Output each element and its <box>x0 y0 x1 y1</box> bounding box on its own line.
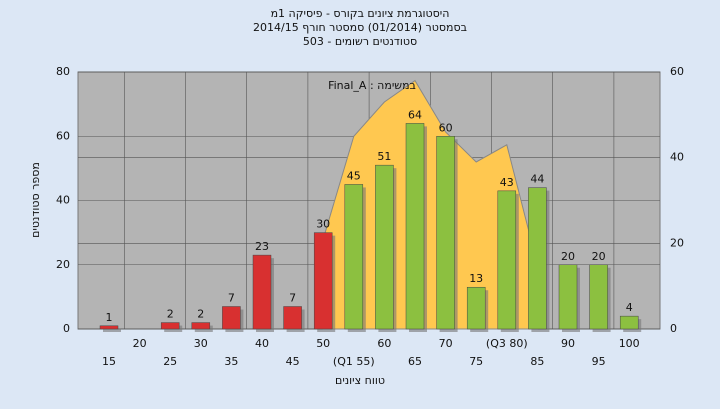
bar <box>619 315 639 330</box>
y-tick-label: 20 <box>56 258 70 271</box>
bar <box>497 190 517 330</box>
data-label: 60 <box>439 121 453 134</box>
bar <box>222 306 241 330</box>
x-tick-label: 90 <box>561 337 575 350</box>
bar <box>436 136 455 330</box>
x-tick-label: 60 <box>377 337 391 350</box>
bar <box>160 322 180 330</box>
y2-tick-label: 0 <box>670 322 677 335</box>
x-tick-label: 85 <box>530 355 544 368</box>
x-tick-label: 15 <box>102 355 116 368</box>
data-label: 43 <box>500 176 514 189</box>
x-tick-label: 50 <box>316 337 330 350</box>
data-label: 7 <box>228 292 235 305</box>
y-axis-title: מספר סטודנטים <box>29 162 42 238</box>
x-tick-label: 45 <box>286 355 300 368</box>
data-label: 7 <box>289 292 296 305</box>
x-tick-label: (Q3 80) <box>486 337 528 350</box>
data-label: 13 <box>469 272 483 285</box>
x-tick-label: (Q1 55) <box>333 355 375 368</box>
x-tick-label: 95 <box>592 355 606 368</box>
x-tick-label: 65 <box>408 355 422 368</box>
bar <box>252 254 272 330</box>
y2-tick-label: 20 <box>670 236 684 249</box>
bar <box>589 264 608 330</box>
chart-subtitle: סטודנטים רשומים - 503 <box>303 35 417 48</box>
bar <box>558 264 578 330</box>
bar <box>99 325 119 330</box>
x-axis-title: טווח ציונים <box>335 374 385 387</box>
y2-tick-label: 60 <box>670 65 684 78</box>
x-tick-label: 70 <box>439 337 453 350</box>
bar <box>313 232 333 330</box>
bar-shadow <box>103 328 121 332</box>
chart-title: היסטוגרמת ציונים בקורס - פיסיקה 1מ <box>271 7 450 20</box>
bar <box>191 322 211 330</box>
data-label: 20 <box>592 250 606 263</box>
data-label: 44 <box>530 173 544 186</box>
data-label: 23 <box>255 240 269 253</box>
bar <box>528 187 547 330</box>
y-tick-label: 40 <box>56 194 70 207</box>
bar <box>405 123 425 330</box>
y-tick-label: 0 <box>63 322 70 335</box>
data-label: 2 <box>167 308 174 321</box>
data-label: 64 <box>408 108 422 121</box>
x-tick-label: 30 <box>194 337 208 350</box>
y-tick-label: 60 <box>56 129 70 142</box>
x-tick-label: 35 <box>224 355 238 368</box>
data-label: 51 <box>377 150 391 163</box>
x-tick-label: 75 <box>469 355 483 368</box>
x-tick-label: 40 <box>255 337 269 350</box>
data-label: 45 <box>347 169 361 182</box>
bar <box>344 184 364 330</box>
bar <box>466 286 486 330</box>
chart-subtitle: בסמסטר (01/2014) סמסטר חורף 2014/15 <box>253 21 467 34</box>
x-tick-label: 20 <box>133 337 147 350</box>
x-tick-label: 25 <box>163 355 177 368</box>
data-label: 4 <box>626 301 633 314</box>
y-tick-label: 80 <box>56 65 70 78</box>
area-label: Final_A : במשימה <box>328 79 416 92</box>
y2-tick-label: 40 <box>670 151 684 164</box>
bar <box>375 164 394 330</box>
data-label: 20 <box>561 250 575 263</box>
data-label: 30 <box>316 218 330 231</box>
data-label: 1 <box>106 311 113 324</box>
x-tick-label: 100 <box>619 337 640 350</box>
bar <box>283 306 302 330</box>
data-label: 2 <box>197 308 204 321</box>
